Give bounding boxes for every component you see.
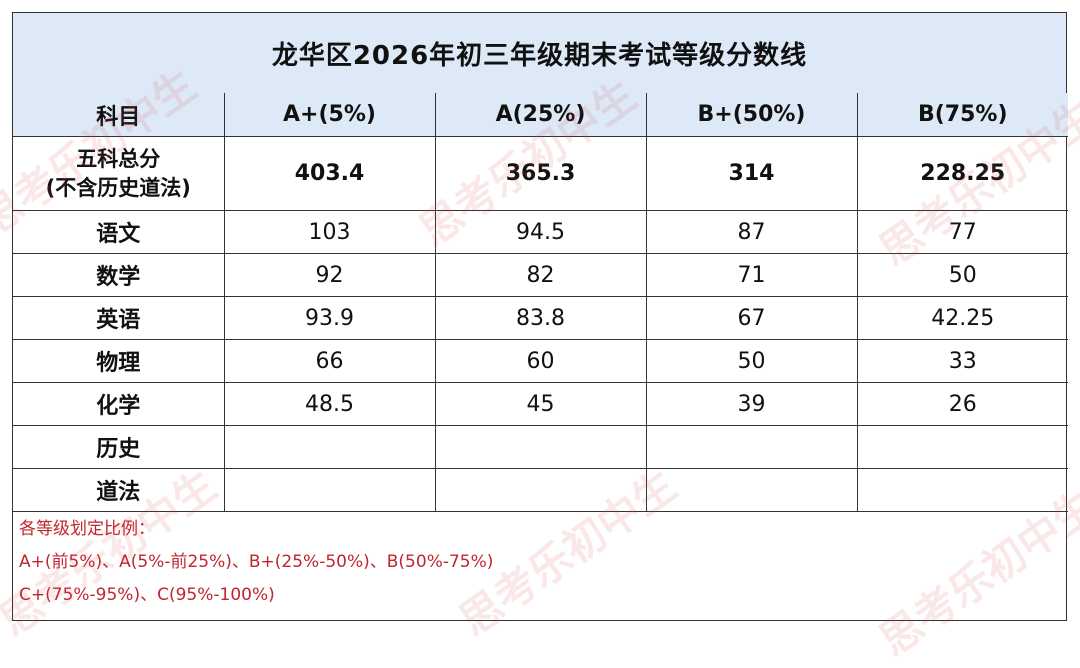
score-cell bbox=[645, 425, 858, 469]
score-cell bbox=[856, 425, 1068, 469]
score-cell: 48.5 bbox=[223, 382, 436, 426]
total-label: 五科总分 (不含历史道法) bbox=[13, 136, 225, 211]
notes-heading: 各等级划定比例： bbox=[19, 519, 155, 539]
score-cell: 87 bbox=[645, 210, 858, 254]
table-row: 化学 48.5 45 39 26 bbox=[13, 382, 1068, 426]
table-row: 语文 103 94.5 87 77 bbox=[13, 210, 1068, 254]
score-cell bbox=[645, 468, 858, 512]
header-level-b: B(75%) bbox=[856, 93, 1068, 137]
score-cell bbox=[223, 425, 436, 469]
header-level-a-plus: A+(5%) bbox=[223, 93, 436, 137]
subject-name: 数学 bbox=[13, 253, 225, 297]
table-header-row: 科目 A+(5%) A(25%) B+(50%) B(75%) bbox=[13, 93, 1068, 137]
subject-name: 物理 bbox=[13, 339, 225, 383]
grading-notes: 各等级划定比例： A+(前5%)、A(5%-前25%)、B+(25%-50%)、… bbox=[19, 513, 1060, 612]
subject-name: 英语 bbox=[13, 296, 225, 340]
score-cell: 39 bbox=[645, 382, 858, 426]
score-cell: 83.8 bbox=[434, 296, 647, 340]
total-value: 314 bbox=[645, 136, 858, 211]
page-title: 龙华区2026年初三年级期末考试等级分数线 bbox=[13, 13, 1066, 94]
score-cell: 26 bbox=[856, 382, 1068, 426]
score-cell: 92 bbox=[223, 253, 436, 297]
total-label-line2: (不含历史道法) bbox=[45, 175, 191, 200]
score-cell bbox=[434, 468, 647, 512]
subject-name: 历史 bbox=[13, 425, 225, 469]
score-cell bbox=[434, 425, 647, 469]
table-row-total: 五科总分 (不含历史道法) 403.4 365.3 314 228.25 bbox=[13, 136, 1068, 211]
header-subject: 科目 bbox=[13, 93, 225, 137]
table-row: 数学 92 82 71 50 bbox=[13, 253, 1068, 297]
score-cell: 77 bbox=[856, 210, 1068, 254]
header-level-b-plus: B+(50%) bbox=[645, 93, 858, 137]
total-value: 403.4 bbox=[223, 136, 436, 211]
score-cell: 60 bbox=[434, 339, 647, 383]
grade-cutoff-table: 科目 A+(5%) A(25%) B+(50%) B(75%) 五科总分 (不含… bbox=[13, 93, 1068, 512]
notes-line: C+(75%-95%)、C(95%-100%) bbox=[19, 585, 275, 605]
total-label-line1: 五科总分 bbox=[76, 146, 161, 171]
score-cell: 71 bbox=[645, 253, 858, 297]
score-cell: 66 bbox=[223, 339, 436, 383]
table-row: 道法 bbox=[13, 468, 1068, 512]
score-cell: 50 bbox=[645, 339, 858, 383]
score-cell bbox=[856, 468, 1068, 512]
score-cell: 67 bbox=[645, 296, 858, 340]
total-value: 365.3 bbox=[434, 136, 647, 211]
score-cell: 93.9 bbox=[223, 296, 436, 340]
score-cell: 103 bbox=[223, 210, 436, 254]
notes-line: A+(前5%)、A(5%-前25%)、B+(25%-50%)、B(50%-75%… bbox=[19, 552, 494, 572]
score-cell: 94.5 bbox=[434, 210, 647, 254]
score-cell: 33 bbox=[856, 339, 1068, 383]
subject-name: 语文 bbox=[13, 210, 225, 254]
table-row: 英语 93.9 83.8 67 42.25 bbox=[13, 296, 1068, 340]
header-level-a: A(25%) bbox=[434, 93, 647, 137]
table-row: 物理 66 60 50 33 bbox=[13, 339, 1068, 383]
score-cell: 45 bbox=[434, 382, 647, 426]
score-cell bbox=[223, 468, 436, 512]
score-cell: 82 bbox=[434, 253, 647, 297]
score-cell: 42.25 bbox=[856, 296, 1068, 340]
score-cell: 50 bbox=[856, 253, 1068, 297]
subject-name: 道法 bbox=[13, 468, 225, 512]
total-value: 228.25 bbox=[856, 136, 1068, 211]
table-row: 历史 bbox=[13, 425, 1068, 469]
subject-name: 化学 bbox=[13, 382, 225, 426]
score-sheet: 龙华区2026年初三年级期末考试等级分数线 科目 A+(5%) A(25%) B… bbox=[12, 12, 1068, 621]
